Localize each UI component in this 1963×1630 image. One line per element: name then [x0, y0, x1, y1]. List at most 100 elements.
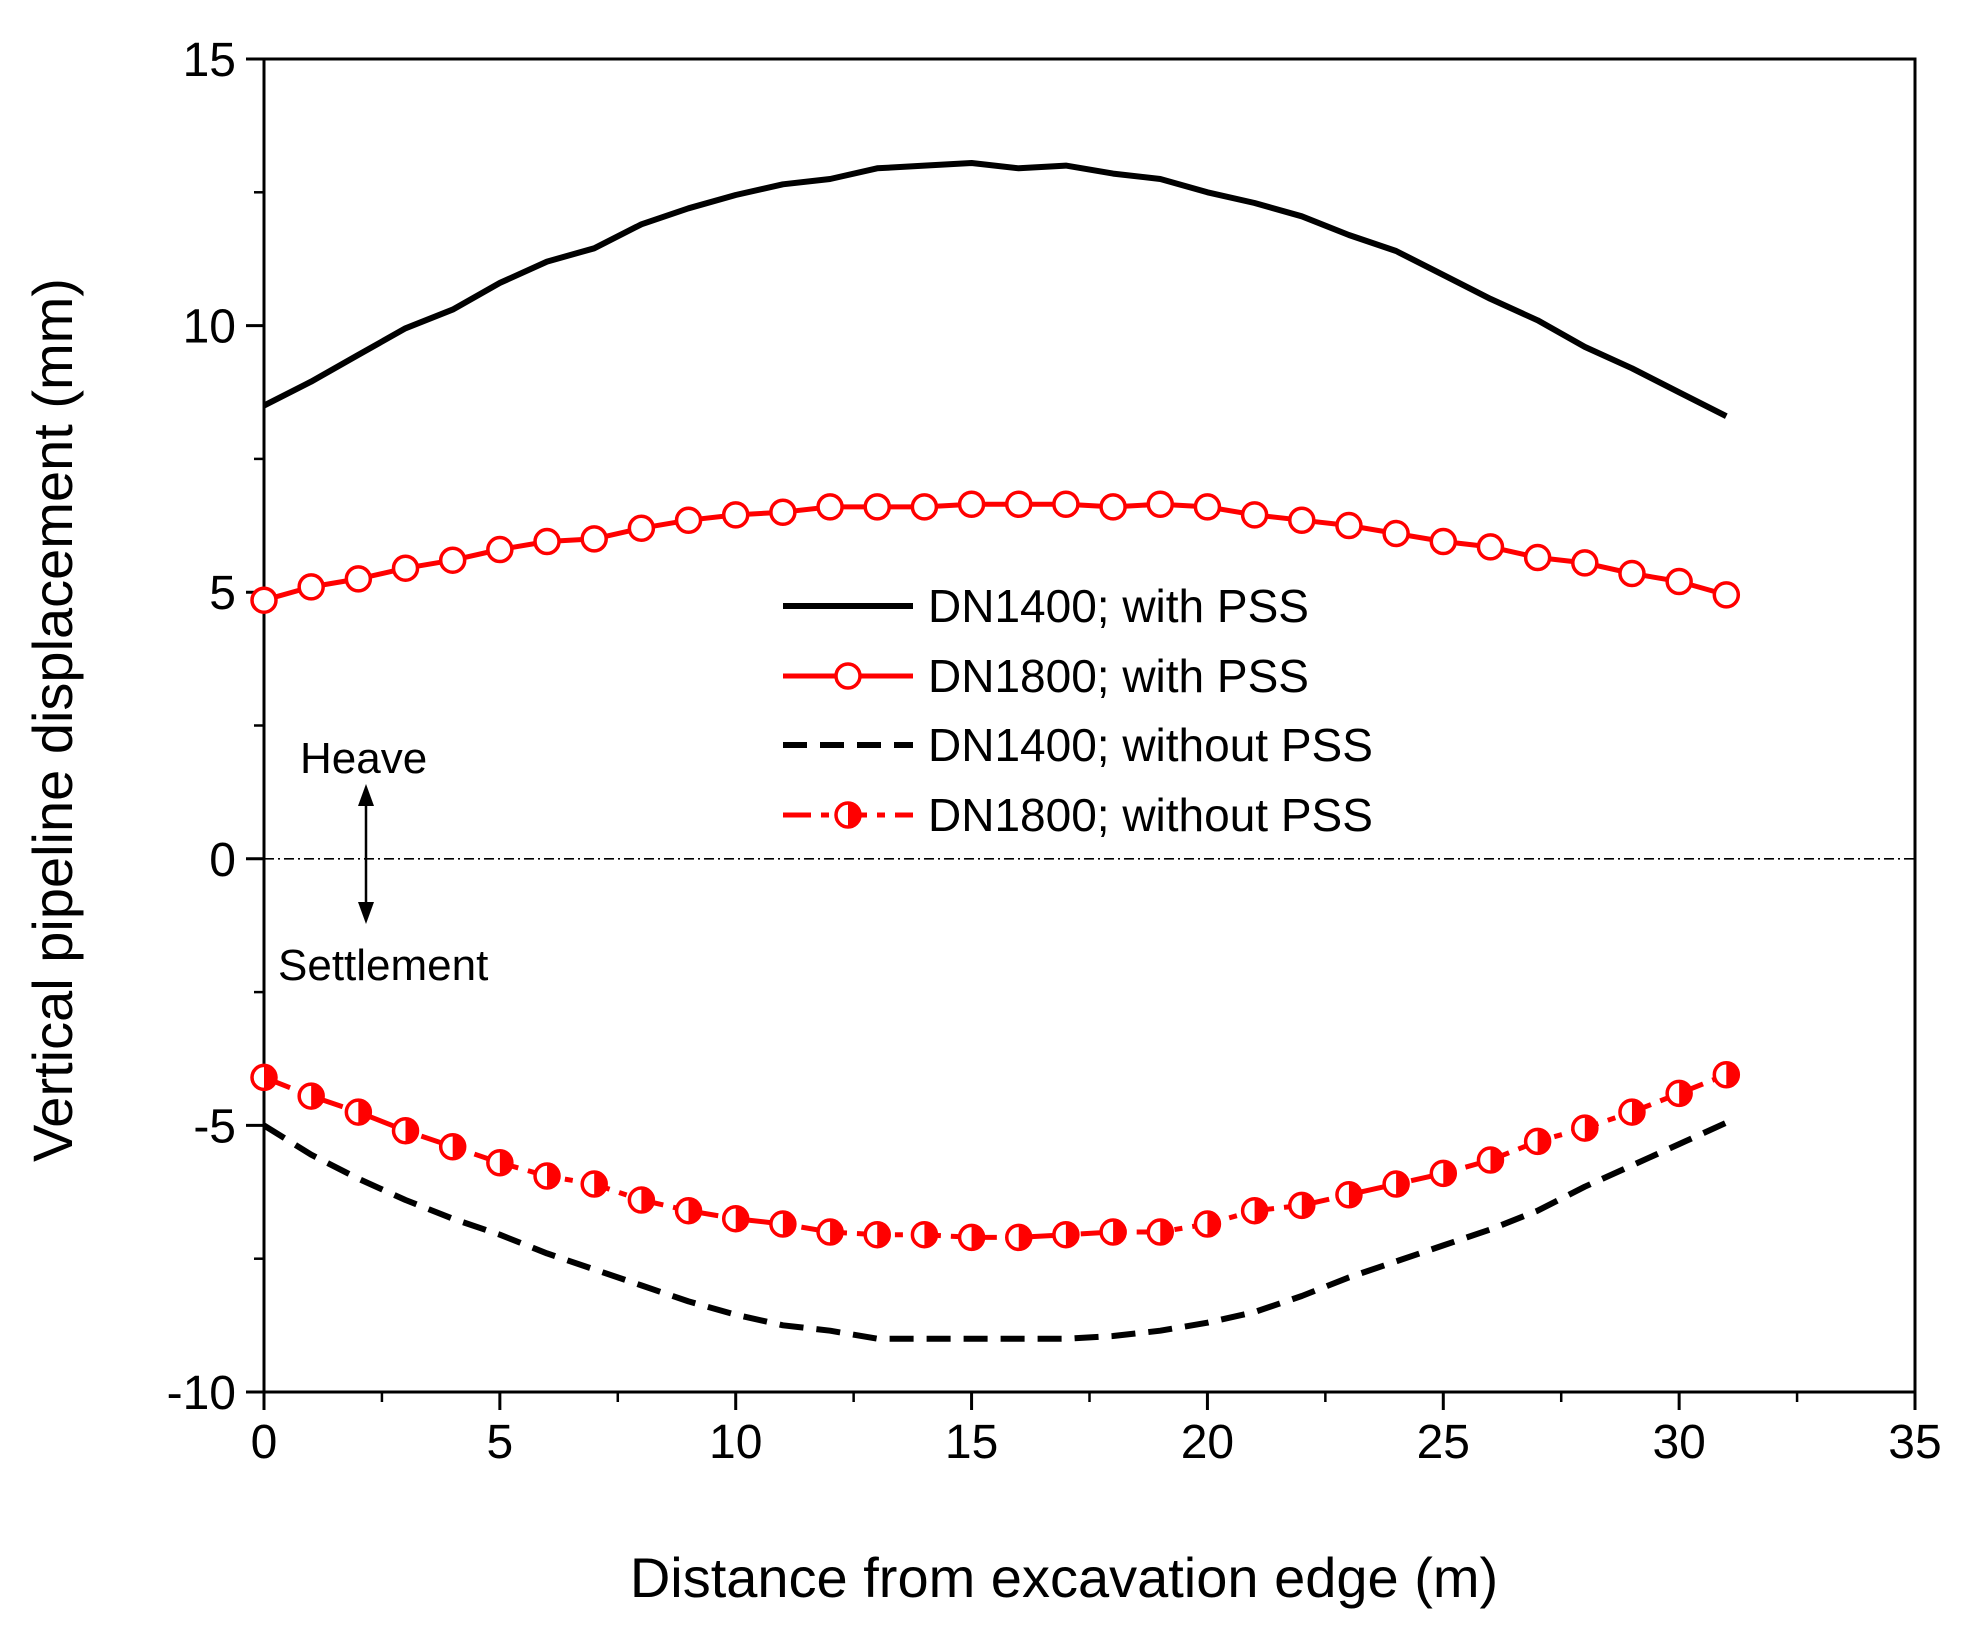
x-tick-label: 35 — [1888, 1416, 1941, 1469]
data-point — [1382, 519, 1410, 548]
data-point — [627, 514, 656, 542]
series-dn1400-with-pss — [262, 160, 1728, 419]
data-point-fill — [264, 1065, 276, 1090]
heave-label: Heave — [300, 734, 427, 783]
data-point-fill — [971, 1225, 984, 1250]
data-point-fill — [358, 1100, 371, 1125]
data-point-fill — [1113, 1220, 1126, 1245]
data-point — [1288, 506, 1316, 534]
data-point — [1429, 527, 1458, 556]
data-point-fill — [1254, 1198, 1267, 1223]
data-point — [1712, 581, 1741, 609]
data-point-fill — [1301, 1193, 1314, 1218]
y-tick-label: 10 — [183, 301, 236, 354]
data-point — [1004, 490, 1033, 518]
series-line — [263, 1072, 1728, 1240]
legend-marker-fill — [848, 803, 860, 827]
data-point-fill — [311, 1084, 324, 1109]
legend: DN1400; with PSS DN1800; with PSS DN1400… — [783, 580, 1373, 841]
series-line — [262, 160, 1728, 419]
data-point-fill — [1207, 1212, 1220, 1237]
heave-settlement-annotation: Heave Settlement — [278, 734, 488, 990]
data-point — [580, 525, 608, 553]
data-point-fill — [830, 1220, 843, 1245]
series-dn1400-without-pss — [262, 1119, 1728, 1342]
data-point — [486, 535, 514, 564]
legend-label: DN1400; without PSS — [928, 719, 1373, 771]
x-tick-label: 25 — [1417, 1416, 1470, 1469]
x-tick-label: 30 — [1652, 1416, 1705, 1469]
data-point — [1523, 543, 1552, 572]
legend-entry-dn1800-with-pss: DN1800; with PSS — [783, 650, 1309, 702]
data-point — [769, 498, 797, 526]
data-point-fill — [547, 1164, 560, 1189]
data-point — [344, 565, 373, 593]
data-point-fill — [1679, 1081, 1692, 1106]
data-point — [1665, 567, 1693, 596]
data-point-fill — [1726, 1062, 1739, 1087]
data-point — [674, 506, 703, 534]
series-dn1800-with-pss — [250, 490, 1741, 614]
data-point-fill — [1160, 1220, 1173, 1245]
legend-marker — [834, 662, 862, 690]
data-point-fill — [1584, 1116, 1597, 1141]
data-point — [1052, 490, 1080, 518]
data-point — [438, 546, 467, 574]
legend-label: DN1800; without PSS — [928, 789, 1373, 841]
data-point — [957, 490, 986, 518]
data-point — [1240, 501, 1269, 529]
y-tick-label: -5 — [193, 1100, 236, 1153]
y-tick-label: 5 — [209, 567, 236, 620]
data-point-fill — [1631, 1100, 1644, 1125]
y-axis-title: Vertical pipeline displacement (mm) — [21, 278, 84, 1162]
x-tick-label: 0 — [251, 1416, 278, 1469]
y-tick-label: 15 — [183, 34, 236, 87]
data-point-fill — [782, 1212, 795, 1237]
data-point — [816, 493, 844, 521]
data-point-fill — [499, 1150, 512, 1175]
data-point-fill — [405, 1118, 418, 1143]
series-dn1800-without-pss — [250, 1060, 1741, 1252]
axes: 0 5 10 15 20 25 30 35 -10 -5 0 5 10 15 — [167, 34, 1942, 1469]
x-tick-label: 15 — [945, 1416, 998, 1469]
legend-label: DN1800; with PSS — [928, 650, 1309, 702]
data-point — [863, 493, 891, 521]
data-point — [1476, 533, 1505, 561]
data-point — [250, 586, 278, 614]
data-point — [297, 573, 325, 601]
data-point — [721, 501, 750, 529]
data-point-fill — [1065, 1222, 1078, 1247]
legend-entry-dn1400-without-pss: DN1400; without PSS — [783, 719, 1373, 771]
y-tick-label: 0 — [209, 834, 236, 887]
x-tick-label: 5 — [487, 1416, 514, 1469]
data-point-fill — [1443, 1161, 1456, 1186]
data-point-fill — [924, 1222, 937, 1247]
legend-entry-dn1800-without-pss: DN1800; without PSS — [783, 789, 1373, 841]
data-point — [1335, 511, 1363, 540]
data-point — [391, 554, 420, 582]
data-point-fill — [1490, 1148, 1503, 1173]
settlement-label: Settlement — [278, 941, 488, 990]
data-point-fill — [1537, 1129, 1550, 1154]
data-point-fill — [877, 1222, 890, 1247]
data-point-fill — [594, 1172, 607, 1197]
data-point-fill — [452, 1134, 465, 1159]
data-point-fill — [641, 1188, 654, 1213]
arrow-down-icon — [358, 902, 374, 924]
data-point — [533, 527, 561, 556]
data-point — [1618, 559, 1646, 588]
data-point — [1146, 490, 1175, 518]
data-point-fill — [1018, 1225, 1031, 1250]
data-point-fill — [1348, 1182, 1361, 1207]
series-layer — [250, 160, 1741, 1342]
legend-entry-dn1400-with-pss: DN1400; with PSS — [783, 580, 1309, 632]
x-tick-label: 20 — [1181, 1416, 1234, 1469]
data-point — [1193, 493, 1222, 521]
series-line — [262, 1119, 1728, 1342]
y-tick-label: -10 — [167, 1367, 236, 1420]
data-point-fill — [1396, 1172, 1409, 1197]
data-point — [910, 493, 939, 521]
data-point-fill — [688, 1198, 701, 1223]
data-point — [1099, 493, 1127, 521]
